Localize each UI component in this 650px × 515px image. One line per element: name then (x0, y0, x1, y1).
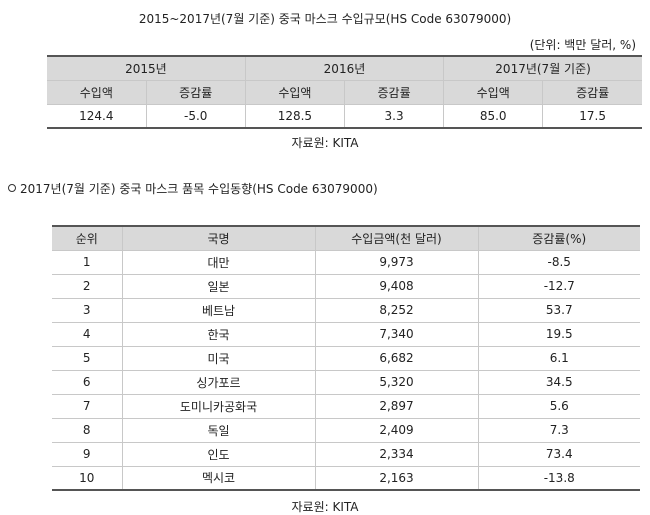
column-header: 증감률 (145, 79, 246, 105)
data-row: 9 인도 2,334 73.4 (52, 441, 640, 467)
cell: 73.4 (477, 441, 640, 467)
column-header: 증감률(%) (477, 225, 640, 251)
cell: 128.5 (244, 103, 345, 129)
data-row: 3 베트남 8,252 53.7 (52, 297, 640, 323)
header-row: 수입액 증감률 수입액 증감률 수입액 증감률 (47, 79, 642, 105)
cell: 5.6 (477, 393, 640, 419)
cell: 9,973 (314, 249, 479, 275)
cell: 7,340 (314, 321, 479, 347)
cell: 19.5 (477, 321, 640, 347)
cell: -12.7 (477, 273, 640, 299)
cell: 10 (52, 465, 123, 491)
year-header: 2016년 (244, 55, 445, 81)
year-header: 2017년(7월 기준) (443, 55, 642, 81)
cell: 6,682 (314, 345, 479, 371)
data-row: 2 일본 9,408 -12.7 (52, 273, 640, 299)
column-header: 순위 (52, 225, 123, 251)
column-header: 증감률 (343, 79, 445, 105)
cell: -8.5 (477, 249, 640, 275)
cell: 멕시코 (121, 465, 316, 491)
column-header: 수입액 (244, 79, 345, 105)
cell: 싱가포르 (121, 369, 316, 395)
cell: 7.3 (477, 417, 640, 443)
cell: 6 (52, 369, 123, 395)
cell: 미국 (121, 345, 316, 371)
cell: 7 (52, 393, 123, 419)
cell: 9 (52, 441, 123, 467)
import-scale-table: 2015년 2016년 2017년(7월 기준) 수입액 증감률 수입액 증감률 수입액 증감률… (47, 55, 642, 129)
section-title: 2017년(7월 기준) 중국 마스크 품목 수입동향(HS Code 6307… (20, 182, 378, 196)
cell: 독일 (121, 417, 316, 443)
cell: -5.0 (145, 103, 246, 129)
cell: 34.5 (477, 369, 640, 395)
column-header: 수입액 (443, 79, 544, 105)
cell: 8 (52, 417, 123, 443)
cell: 1 (52, 249, 123, 275)
source: 자료원: KITA (291, 136, 359, 150)
cell: 2,334 (314, 441, 479, 467)
cell: 대만 (121, 249, 316, 275)
data-row: 4 한국 7,340 19.5 (52, 321, 640, 347)
cell: 8,252 (314, 297, 479, 323)
column-header: 증감률 (542, 79, 642, 105)
cell: -13.8 (477, 465, 640, 491)
cell: 4 (52, 321, 123, 347)
data-row: 1 대만 9,973 -8.5 (52, 249, 640, 275)
cell: 인도 (121, 441, 316, 467)
cell: 일본 (121, 273, 316, 299)
cell: 17.5 (542, 103, 642, 129)
title: 2015~2017년(7월 기준) 중국 마스크 수입규모(HS Code 63… (138, 12, 512, 26)
data-row: 7 도미니카공화국 2,897 5.6 (52, 393, 640, 419)
data-row: 124.4 -5.0 128.5 3.3 85.0 17.5 (47, 103, 642, 129)
data-row: 8 독일 2,409 7.3 (52, 417, 640, 443)
cell: 도미니카공화국 (121, 393, 316, 419)
header-row: 순위 국명 수입금액(천 달러) 증감률(%) (52, 225, 640, 251)
cell: 5 (52, 345, 123, 371)
data-row: 5 미국 6,682 6.1 (52, 345, 640, 371)
data-row: 10 멕시코 2,163 -13.8 (52, 465, 640, 491)
cell: 9,408 (314, 273, 479, 299)
source: 자료원: KITA (291, 500, 359, 514)
cell: 베트남 (121, 297, 316, 323)
cell: 6.1 (477, 345, 640, 371)
cell: 3 (52, 297, 123, 323)
year-header: 2015년 (47, 55, 246, 81)
cell: 124.4 (47, 103, 147, 129)
cell: 85.0 (443, 103, 544, 129)
data-row: 6 싱가포르 5,320 34.5 (52, 369, 640, 395)
cell: 5,320 (314, 369, 479, 395)
cell: 3.3 (343, 103, 445, 129)
header-row: 2015년 2016년 2017년(7월 기준) (47, 55, 642, 81)
column-header: 국명 (121, 225, 316, 251)
unit-note: (단위: 백만 달러, %) (529, 38, 636, 52)
cell: 2 (52, 273, 123, 299)
cell: 한국 (121, 321, 316, 347)
column-header: 수입액 (47, 79, 147, 105)
cell: 2,409 (314, 417, 479, 443)
cell: 2,897 (314, 393, 479, 419)
column-header: 수입금액(천 달러) (314, 225, 479, 251)
bullet (8, 184, 16, 192)
cell: 53.7 (477, 297, 640, 323)
cell: 2,163 (314, 465, 479, 491)
import-by-country-table: 순위 국명 수입금액(천 달러) 증감률(%) 1 대만 9,973 -8.5 2 일본 9,408… (52, 225, 640, 491)
